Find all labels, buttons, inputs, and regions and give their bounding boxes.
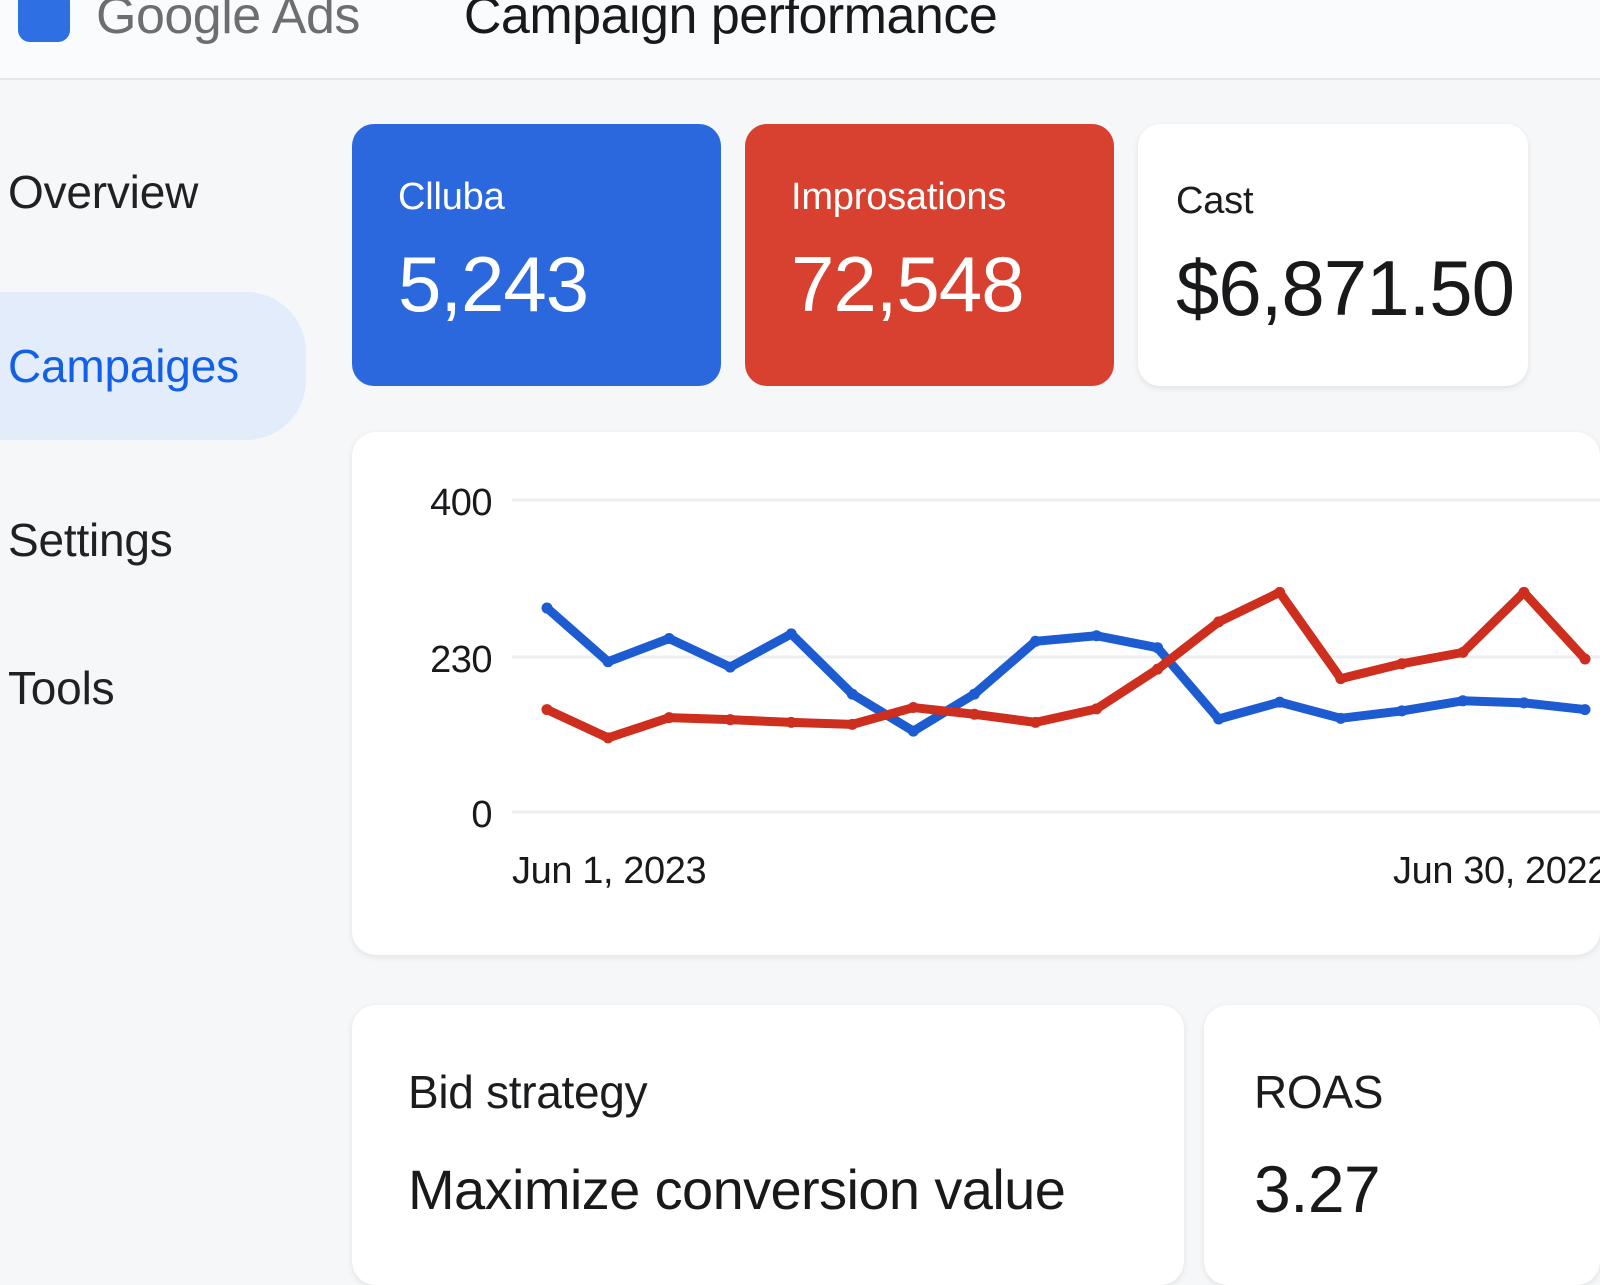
metric-card-improsations[interactable]: Improsations 72,548 — [745, 124, 1114, 386]
roas-value: 3.27 — [1254, 1152, 1381, 1226]
metric-value: 5,243 — [398, 240, 589, 328]
bid-strategy-label: Bid strategy — [408, 1066, 648, 1118]
bid-strategy-value: Maximize conversion value — [408, 1158, 1066, 1221]
sidebar-item-campaiges[interactable]: Campaiges — [0, 292, 306, 440]
google-ads-logo-icon — [18, 0, 70, 42]
metric-card-cast[interactable]: Cast $6,871.50 — [1138, 124, 1528, 386]
sidebar-item-settings[interactable]: Settings — [0, 492, 340, 588]
bid-strategy-card[interactable]: Bid strategy Maximize conversion value — [352, 1005, 1184, 1285]
sidebar-item-label: Tools — [8, 662, 115, 714]
metric-label: Improsations — [791, 176, 1007, 218]
metric-label: Cast — [1176, 180, 1254, 222]
sidebar-item-overview[interactable]: Overview — [0, 144, 340, 240]
main-content: Clluba 5,243 Improsations 72,548 Cast $6… — [352, 82, 1600, 1285]
roas-card[interactable]: ROAS 3.27 — [1204, 1005, 1600, 1285]
x-axis-label-end: Jun 30, 2022 — [1393, 850, 1600, 892]
metric-label: Clluba — [398, 176, 505, 218]
sidebar-item-label: Overview — [8, 166, 199, 218]
performance-chart-card[interactable]: 400 230 0 Jun 1, 2023 Jun 30, 2022 — [352, 432, 1600, 955]
app-header: Google Ads Campaign performance — [0, 0, 1600, 80]
brand-name: Google Ads — [96, 0, 360, 45]
metric-cards-row: Clluba 5,243 Improsations 72,548 Cast $6… — [352, 124, 1528, 386]
metric-value: $6,871.50 — [1176, 244, 1515, 332]
sidebar-nav: Overview Campaiges Settings Tools — [0, 82, 340, 1200]
page-title: Campaign performance — [463, 0, 998, 45]
sidebar-item-label: Settings — [8, 514, 173, 566]
x-axis-label-start: Jun 1, 2023 — [512, 850, 707, 892]
y-axis-tick-400: 400 — [430, 482, 492, 524]
metric-value: 72,548 — [791, 240, 1025, 328]
y-axis-tick-0: 0 — [471, 794, 492, 836]
line-chart — [512, 498, 1600, 814]
y-axis-tick-230: 230 — [430, 639, 492, 681]
metric-card-clluba[interactable]: Clluba 5,243 — [352, 124, 721, 386]
sidebar-item-tools[interactable]: Tools — [0, 640, 340, 736]
detail-cards-row: Bid strategy Maximize conversion value R… — [352, 1005, 1600, 1285]
roas-label: ROAS — [1254, 1066, 1384, 1118]
sidebar-item-label: Campaiges — [8, 340, 239, 392]
